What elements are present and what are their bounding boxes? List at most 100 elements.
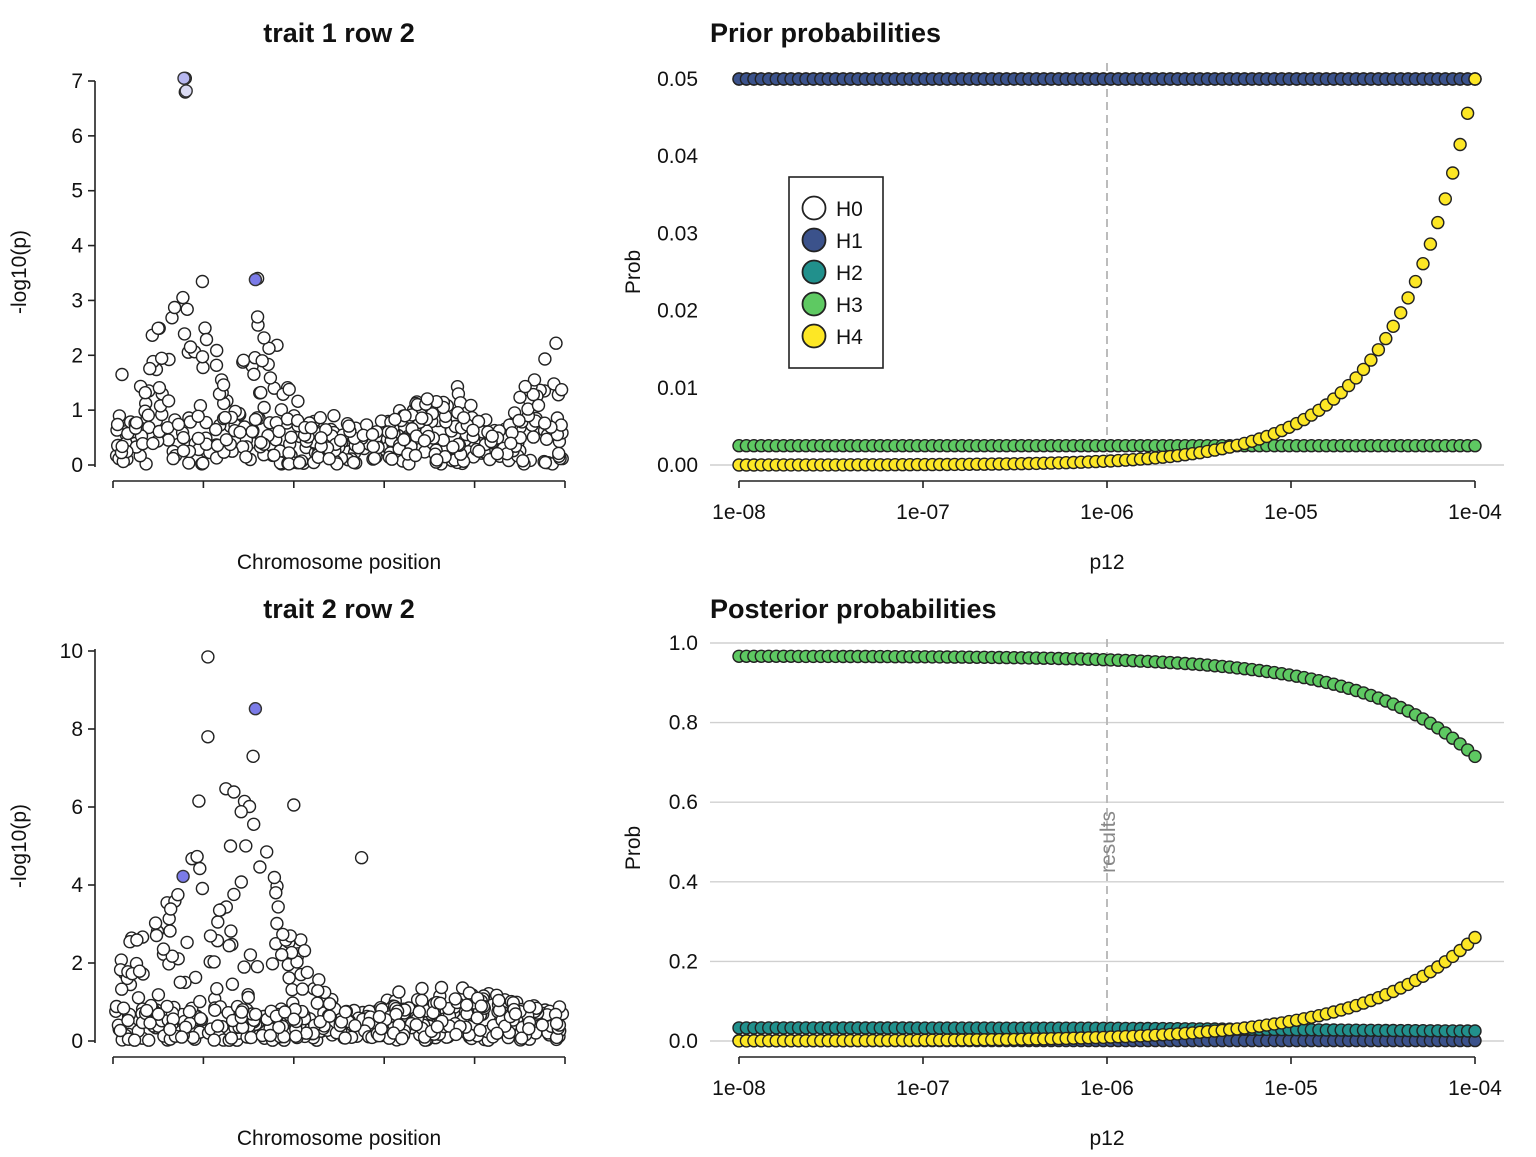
prior-title: Prior probabilities — [710, 18, 941, 48]
trait1-y-label: -log10(p) — [8, 230, 31, 314]
trait1-snp-point — [176, 444, 191, 458]
trait2-snp-point — [237, 960, 251, 974]
posterior-ytick-label: 0.2 — [669, 950, 698, 973]
prior-ytick-label: 0.03 — [657, 222, 698, 245]
trait1-snp-point — [151, 321, 165, 335]
legend-h0-label: H0 — [836, 198, 863, 221]
trait1-snp-point — [239, 450, 253, 464]
trait2-snp-point — [132, 964, 147, 978]
trait1-snp-point — [430, 453, 444, 467]
trait2-snp-point — [248, 1007, 263, 1022]
trait2-snp-point — [470, 1011, 484, 1025]
trait1-snp-point — [233, 425, 247, 439]
trait1-ytick-label: 5 — [71, 180, 83, 203]
trait2-lead-snp-point — [176, 869, 190, 884]
trait1-snp-point — [254, 385, 268, 400]
trait2-panel: trait 2 row 2 0 2 4 6 8 10 Chromosome positio… — [8, 594, 570, 1150]
trait1-snp-point — [216, 378, 231, 392]
posterior-h2-point — [1468, 1024, 1482, 1038]
trait1-snp-point — [538, 416, 552, 430]
trait2-snp-point — [121, 1013, 135, 1028]
trait1-ytick-label: 6 — [71, 125, 83, 148]
trait1-snp-point — [552, 446, 566, 461]
prior-h4-point — [1408, 274, 1423, 289]
trait2-snp-point — [409, 1018, 423, 1032]
prior-h4-point — [1379, 331, 1393, 346]
trait2-snp-point — [227, 785, 241, 799]
trait1-snp-point — [115, 367, 129, 382]
trait1-snp-point — [245, 424, 259, 439]
trait1-snp-point — [218, 410, 232, 425]
legend-h4-label: H4 — [836, 326, 863, 349]
trait1-snp-point — [257, 400, 271, 415]
trait2-snp-point — [130, 933, 144, 947]
trait2-x-ticks — [112, 1057, 566, 1064]
trait2-snp-point — [193, 994, 207, 1009]
trait1-snp-point — [554, 383, 569, 397]
trait1-x-label: Chromosome position — [237, 551, 441, 574]
trait1-ytick-label: 4 — [71, 235, 83, 258]
trait1-lead-snp-point — [177, 71, 191, 86]
trait1-snp-point — [531, 398, 546, 413]
trait2-snp-point — [322, 997, 337, 1011]
trait1-snp-point — [485, 429, 499, 443]
trait2-snp-point — [239, 839, 253, 853]
trait1-snp-point — [538, 352, 552, 366]
prior-xtick-label: 1e-08 — [712, 501, 766, 524]
prior-xtick-label: 1e-05 — [1264, 501, 1318, 524]
prior-h4-point — [1386, 319, 1400, 333]
trait1-snp-point — [314, 431, 328, 445]
trait2-snp-point — [165, 949, 180, 963]
trait1-snp-point — [367, 451, 382, 466]
trait2-snp-point — [272, 1020, 286, 1035]
trait2-snp-point — [372, 1010, 387, 1024]
trait2-snp-point — [338, 1031, 352, 1045]
trait2-snp-point — [143, 1016, 157, 1030]
trait2-snp-point — [474, 999, 488, 1013]
trait1-snp-point — [143, 361, 157, 376]
trait2-snp-point — [348, 1018, 362, 1033]
trait1-snp-point — [171, 417, 186, 432]
trait2-snp-point — [415, 993, 429, 1008]
trait1-snp-point — [219, 433, 234, 447]
trait1-snp-point — [518, 379, 532, 394]
trait2-snp-point — [244, 1030, 258, 1045]
prior-h4-point — [1438, 192, 1453, 206]
trait1-snp-point — [464, 398, 478, 413]
trait2-snp-point — [246, 749, 260, 763]
legend-h4-marker — [801, 323, 827, 349]
prior-panel: Prior probabilities 0.00 0.01 0.02 0.03 0.04… — [622, 18, 1504, 574]
posterior-ytick-label: 0.6 — [669, 791, 698, 814]
prior-h4-point — [1371, 343, 1386, 357]
trait2-snp-point — [182, 1005, 197, 1019]
prior-ytick-label: 0.05 — [657, 68, 698, 91]
trait2-snp-point — [193, 1011, 208, 1026]
prior-points — [732, 72, 1482, 472]
trait2-snp-point — [270, 916, 284, 931]
trait2-snp-point — [338, 1005, 353, 1019]
legend-h3-marker — [801, 291, 827, 317]
trait2-snp-point — [180, 935, 194, 950]
trait2-snp-point — [297, 944, 312, 958]
trait1-snp-point — [208, 422, 223, 437]
trait1-snp-point — [267, 448, 281, 462]
trait2-snp-point — [127, 1033, 142, 1047]
trait2-snp-point — [149, 928, 164, 943]
trait2-snp-point — [113, 1023, 128, 1038]
trait1-snp-point — [250, 310, 265, 324]
trait1-snp-point — [274, 403, 289, 417]
trait2-snp-point — [430, 1020, 445, 1034]
prior-h4-point — [1393, 306, 1408, 320]
prior-ytick-label: 0.02 — [657, 300, 698, 323]
trait1-snp-point — [272, 424, 286, 439]
prior-ytick-label: 0.04 — [657, 145, 698, 168]
trait2-snp-point — [473, 1023, 487, 1038]
trait2-snp-point — [156, 942, 171, 956]
trait2-y-label: -log10(p) — [8, 804, 31, 888]
trait2-snp-point — [508, 1007, 523, 1021]
trait2-points — [109, 650, 570, 1047]
trait2-snp-point — [222, 939, 236, 953]
trait2-snp-point — [434, 980, 449, 995]
posterior-points — [732, 649, 1482, 1048]
